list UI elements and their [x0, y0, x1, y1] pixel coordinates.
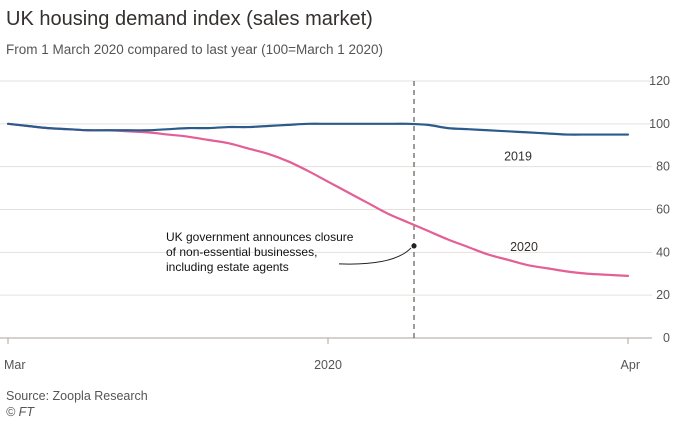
x-tick-label: Apr — [621, 358, 640, 372]
y-tick-label: 120 — [649, 74, 670, 88]
series-line-2019 — [6, 122, 630, 136]
source-note: Source: Zoopla Research — [6, 389, 148, 403]
y-tick-label: 80 — [656, 160, 670, 174]
x-tick-label: 2020 — [314, 358, 342, 372]
credit-note: © FT — [6, 405, 34, 419]
series-label-2019: 2019 — [504, 149, 532, 163]
annotation-line: UK government announces closure — [166, 230, 354, 244]
gridlines — [0, 80, 652, 339]
series-label-2020: 2020 — [510, 240, 538, 254]
event-dot — [411, 243, 417, 249]
annotation-line: including estate agents — [166, 260, 289, 274]
chart-subtitle: From 1 March 2020 compared to last year … — [6, 42, 384, 57]
y-tick-label: 0 — [663, 331, 670, 345]
y-tick-label: 100 — [649, 117, 670, 131]
chart-title: UK housing demand index (sales market) — [6, 8, 373, 30]
y-tick-label: 40 — [656, 245, 670, 259]
y-tick-label: 20 — [656, 288, 670, 302]
series-lines: 2019 2020 — [6, 122, 630, 277]
x-tick-label: Mar — [4, 358, 26, 372]
y-tick-label: 60 — [656, 203, 670, 217]
annotation-line: of non-essential businesses, — [166, 245, 317, 259]
x-axis-ticks: Mar 2020 Apr — [4, 338, 640, 372]
y-axis-ticks: 0 20 40 60 80 100 120 — [649, 74, 670, 345]
annotation-leader — [338, 247, 412, 265]
